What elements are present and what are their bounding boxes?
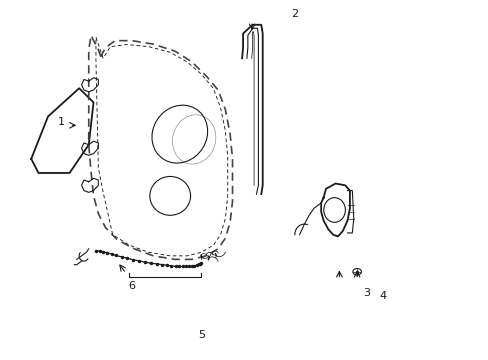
Text: 4: 4 bbox=[379, 291, 386, 301]
Text: 2: 2 bbox=[291, 9, 298, 19]
Text: 3: 3 bbox=[363, 288, 369, 298]
Text: 6: 6 bbox=[128, 280, 135, 291]
Text: 1: 1 bbox=[58, 117, 64, 127]
Text: 5: 5 bbox=[198, 330, 204, 340]
